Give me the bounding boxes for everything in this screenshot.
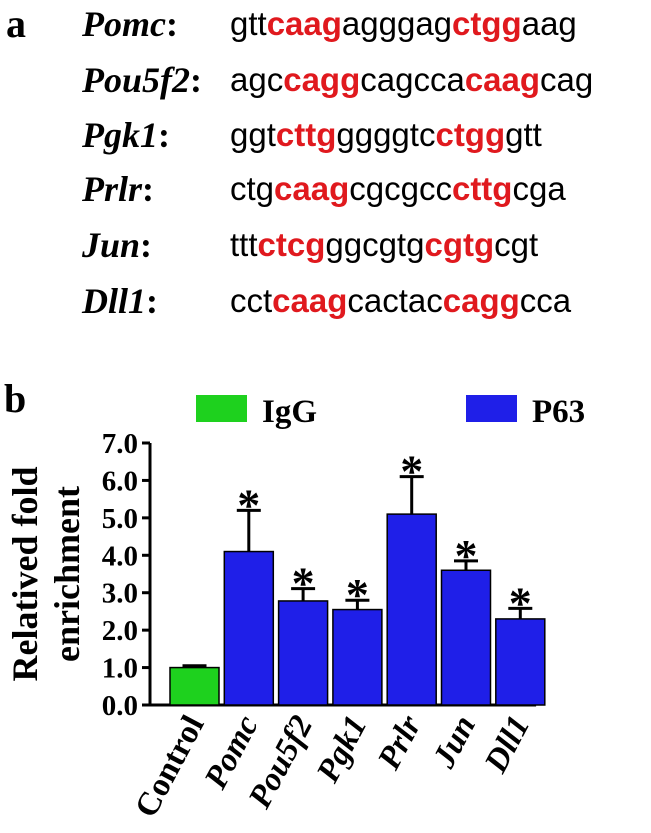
legend-swatch [196,395,247,422]
gene-name: Pomc: [82,6,178,42]
gene-name-text: Pou5f2 [82,60,190,100]
chart-legend: IgG P63 [196,394,585,430]
significance-marker: * [455,530,478,581]
significance-marker: * [237,479,260,530]
highlighted-motif: cttg [275,116,337,153]
gene-colon: : [146,281,159,321]
sequence-segment: gtt [230,5,267,42]
y-axis-label: Relatived fold enrichment [5,467,87,682]
bar [277,600,329,706]
sequence-text: gttcaagagggagctggaag [230,6,577,42]
sequence-segment: cgt [494,226,539,263]
sequence-segment: gtt [505,116,542,153]
y-tick-label: 5.0 [102,503,138,535]
gene-name-text: Prlr [82,169,143,209]
highlighted-motif: cttg [451,170,513,207]
significance-marker: * [400,446,423,497]
enrichment-bar-chart: b IgG P63 Relatived fold enrichment 0.0 1.0… [4,380,585,824]
gene-name-text: Pgk1 [82,115,158,155]
highlighted-motif: caag [266,5,342,42]
highlighted-motif: cagg [442,282,520,319]
gene-colon: : [140,225,153,265]
y-axis-label-line: enrichment [47,486,87,662]
gene-colon: : [165,4,178,44]
sequence-segment: cagcca [360,61,465,98]
x-tick-label: Dll1 [478,710,538,780]
sequence-text: tttctcgggcgtgcgtgcgt [230,227,538,263]
highlighted-motif: caag [464,61,541,98]
gene-colon: : [158,115,170,155]
sequence-text: cctcaagcactaccaggcca [230,283,571,319]
y-axis: 0.0 1.0 2.0 3.0 4.0 5.0 6.0 7.0 [102,428,537,722]
highlighted-motif: caag [274,170,350,207]
legend-label: P63 [532,394,585,430]
bar [386,513,437,706]
y-tick-label: 0.0 [102,690,138,722]
gene-name: Prlr: [82,171,154,207]
gene-name: Dll1: [82,283,158,319]
sequence-segment: cct [230,282,273,319]
y-tick-label: 6.0 [102,465,138,497]
sequence-segment: cca [519,282,572,319]
sequence-segment: cactac [347,282,443,319]
gene-name: Pou5f2: [82,62,202,98]
gene-name-text: Pomc [82,4,166,44]
y-tick-label: 3.0 [102,578,138,610]
highlighted-motif: cgtg [424,226,495,263]
significance-marker: * [509,577,532,628]
sequence-segment: aag [521,5,577,42]
y-tick-label: 2.0 [102,615,138,647]
sequence-segment: ggt [230,116,276,153]
legend-label: IgG [262,394,317,430]
gene-name: Jun: [82,227,152,263]
bar [169,666,220,706]
legend-swatch [466,395,517,422]
bar [440,569,492,706]
significance-marker: * [346,569,369,620]
highlighted-motif: caag [272,282,348,319]
sequence-segment: ttt [230,226,258,263]
highlighted-motif: ctgg [452,5,522,42]
gene-colon: : [190,60,202,100]
x-tick-label: Control [128,710,211,824]
y-tick-label: 7.0 [102,428,138,460]
sequence-segment: cgcgcc [349,170,452,207]
x-tick-label: Pgk1 [309,710,374,789]
x-tick-label: Prlr [371,709,430,776]
gene-name: Pgk1: [82,117,170,153]
bars: * * * * * * [169,446,546,706]
sequence-segment: cga [512,170,566,207]
y-tick-label: 4.0 [102,540,138,572]
sequence-text: agccaggcagccacaagcag [230,62,593,98]
y-tick-label: 1.0 [102,653,138,685]
sequence-text: ggtcttgggggtcctgggtt [230,117,542,153]
panel-b-label: b [4,380,26,421]
x-tick-label: Jun [426,710,483,775]
panel-a-label: a [6,1,26,46]
sequence-segment: cag [540,61,594,98]
sequence-segment: agggag [341,5,453,42]
bar [495,618,546,706]
bar [223,550,275,706]
gene-name-text: Jun [82,225,141,265]
sequence-text: ctgcaagcgcgcccttgcga [230,171,566,207]
sequence-segment: ctg [230,170,275,207]
sequence-segment: ggcgtg [325,226,425,263]
bar [332,608,383,706]
highlighted-motif: cagg [283,61,361,98]
gene-name-text: Dll1 [82,281,147,321]
gene-colon: : [142,169,155,209]
y-axis-label-line: Relatived fold [5,467,45,682]
significance-marker: * [292,558,315,609]
highlighted-motif: ctgg [435,116,506,153]
sequence-segment: agc [230,61,284,98]
sequence-segment: ggggtc [336,116,436,153]
highlighted-motif: ctcg [257,226,326,263]
